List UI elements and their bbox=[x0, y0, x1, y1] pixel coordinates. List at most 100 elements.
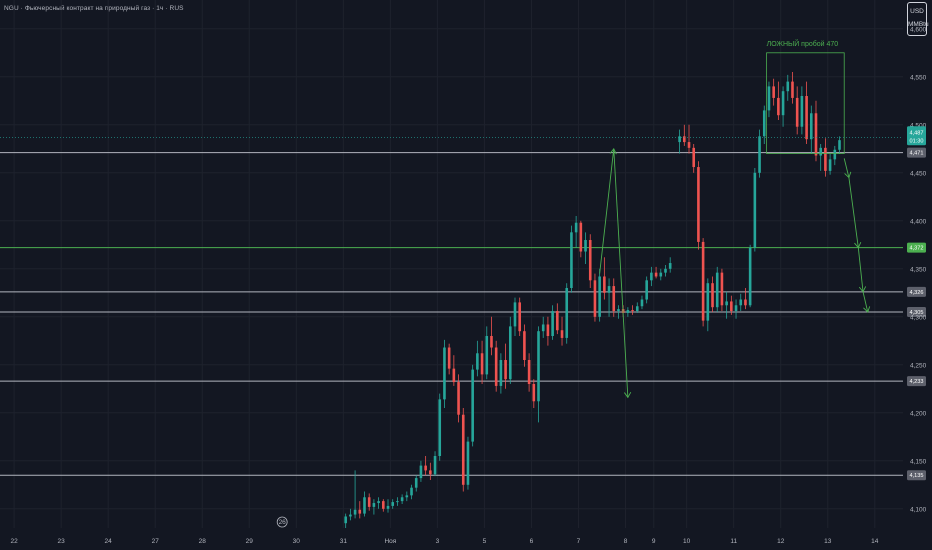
candle-body bbox=[447, 347, 451, 369]
candle-body bbox=[504, 360, 507, 380]
grid bbox=[0, 0, 903, 528]
level-price-tag bbox=[907, 307, 926, 317]
candle-body bbox=[701, 241, 705, 321]
price-axis[interactable]: 4,100 4,150 4,200 4,250 4,300 4,350 4,400 4,450… bbox=[0, 26, 927, 513]
candle-body bbox=[353, 509, 357, 515]
candle-body bbox=[541, 324, 545, 332]
arrow-head bbox=[624, 391, 632, 399]
candle-body bbox=[725, 301, 728, 306]
false-breakout-box bbox=[766, 52, 845, 155]
candle-body bbox=[570, 232, 573, 288]
candle-body bbox=[828, 159, 832, 171]
candle-body bbox=[391, 502, 395, 506]
level-price-label: 4,471 bbox=[910, 151, 924, 157]
arrow-head bbox=[854, 242, 862, 249]
x-tick-label: 8 bbox=[624, 538, 628, 545]
level-price-label: 4,326 bbox=[910, 290, 924, 296]
candle-body bbox=[433, 456, 437, 475]
x-tick-label: 27 bbox=[152, 538, 160, 545]
candle-body bbox=[588, 240, 592, 281]
candle-body bbox=[772, 86, 775, 98]
candle-body bbox=[809, 113, 813, 140]
candle-body bbox=[635, 306, 639, 312]
candle-body bbox=[419, 465, 423, 479]
level-price-tag bbox=[907, 242, 926, 253]
x-tick-label: 11 bbox=[730, 538, 737, 545]
candle-body bbox=[692, 147, 696, 168]
candle-body bbox=[480, 353, 484, 375]
candle-body bbox=[414, 478, 418, 488]
currency-unit-selector[interactable]: USD MMBtu bbox=[907, 2, 929, 36]
x-tick-label: 28 bbox=[199, 538, 207, 545]
candle-body bbox=[645, 280, 648, 300]
x-tick-label: 3 bbox=[436, 538, 440, 545]
candle-body bbox=[706, 283, 710, 321]
candle-body bbox=[485, 336, 489, 375]
y-tick-label: 4,300 bbox=[910, 314, 927, 321]
candle-body bbox=[617, 309, 620, 312]
arrow-head bbox=[844, 171, 852, 179]
level-price-label: 4,372 bbox=[910, 246, 924, 252]
x-tick-label: 22 bbox=[10, 538, 18, 545]
candle-body bbox=[640, 299, 644, 307]
candle-body bbox=[781, 91, 785, 116]
candle-body bbox=[367, 497, 371, 507]
arrow-head bbox=[609, 147, 617, 155]
candle-body bbox=[358, 509, 362, 514]
candle-body bbox=[603, 276, 606, 293]
arrow-head bbox=[863, 306, 871, 313]
currency-label: USD bbox=[910, 8, 924, 15]
session-marker-icon bbox=[276, 516, 288, 528]
level-price-label: 4,305 bbox=[910, 310, 924, 316]
candle-body bbox=[650, 272, 653, 281]
countdown-label: 01:30 bbox=[910, 138, 924, 144]
annotations[interactable]: ЛОЖНЫЙ пробой 470 bbox=[599, 39, 871, 399]
x-tick-label: 13 bbox=[824, 538, 832, 545]
time-axis[interactable]: 22 23 24 27 28 29 30 31 Ноя 3 5 6 7 8 9 10 11 12 13 14 26 bbox=[10, 516, 879, 545]
x-tick-label: 5 bbox=[483, 538, 487, 545]
last-price-label: 4,487 bbox=[910, 130, 924, 136]
candle-body bbox=[626, 310, 630, 313]
candle-body bbox=[461, 414, 465, 485]
candle-body bbox=[687, 142, 691, 148]
candle-body bbox=[819, 147, 822, 156]
candle-body bbox=[824, 147, 827, 171]
candle-body bbox=[344, 516, 347, 524]
level-price-tag bbox=[907, 470, 926, 481]
false-breakout-label: ЛОЖНЫЙ пробой 470 bbox=[767, 39, 839, 48]
candle-body bbox=[518, 302, 521, 332]
candles bbox=[344, 72, 841, 528]
level-price-label: 4,233 bbox=[910, 379, 924, 385]
candle-body bbox=[551, 311, 554, 336]
y-tick-label: 4,350 bbox=[910, 266, 927, 273]
candle-body bbox=[720, 272, 724, 306]
y-tick-label: 4,450 bbox=[910, 170, 927, 177]
candle-body bbox=[800, 96, 804, 127]
candle-body bbox=[711, 283, 714, 308]
candle-body bbox=[424, 465, 427, 471]
session-marker-label: 26 bbox=[279, 519, 287, 526]
candle-body bbox=[833, 149, 837, 160]
candle-body bbox=[523, 331, 526, 360]
candle-body bbox=[791, 81, 794, 98]
candle-body bbox=[607, 286, 611, 293]
y-tick-label: 4,250 bbox=[910, 362, 927, 369]
candle-body bbox=[560, 330, 564, 338]
candle-body bbox=[654, 272, 658, 277]
candle-body bbox=[762, 110, 766, 137]
horizontal-levels[interactable]: 4,471 4,372 4,326 4,305 4,233 4,135 bbox=[0, 147, 926, 481]
candle-body bbox=[683, 136, 686, 143]
candle-body bbox=[593, 280, 597, 317]
x-tick-label: 12 bbox=[777, 538, 785, 545]
candle-body bbox=[744, 299, 747, 306]
chart-title: NGU · Фьючерсный контракт на природный г… bbox=[4, 5, 184, 12]
y-tick-label: 4,200 bbox=[910, 410, 927, 417]
candle-body bbox=[556, 311, 559, 331]
candle-body bbox=[429, 470, 432, 475]
candle-body bbox=[405, 495, 409, 498]
x-tick-label: 31 bbox=[340, 538, 348, 545]
x-tick-label: 7 bbox=[577, 538, 581, 545]
candle-body bbox=[400, 497, 404, 502]
candle-body bbox=[349, 514, 352, 517]
